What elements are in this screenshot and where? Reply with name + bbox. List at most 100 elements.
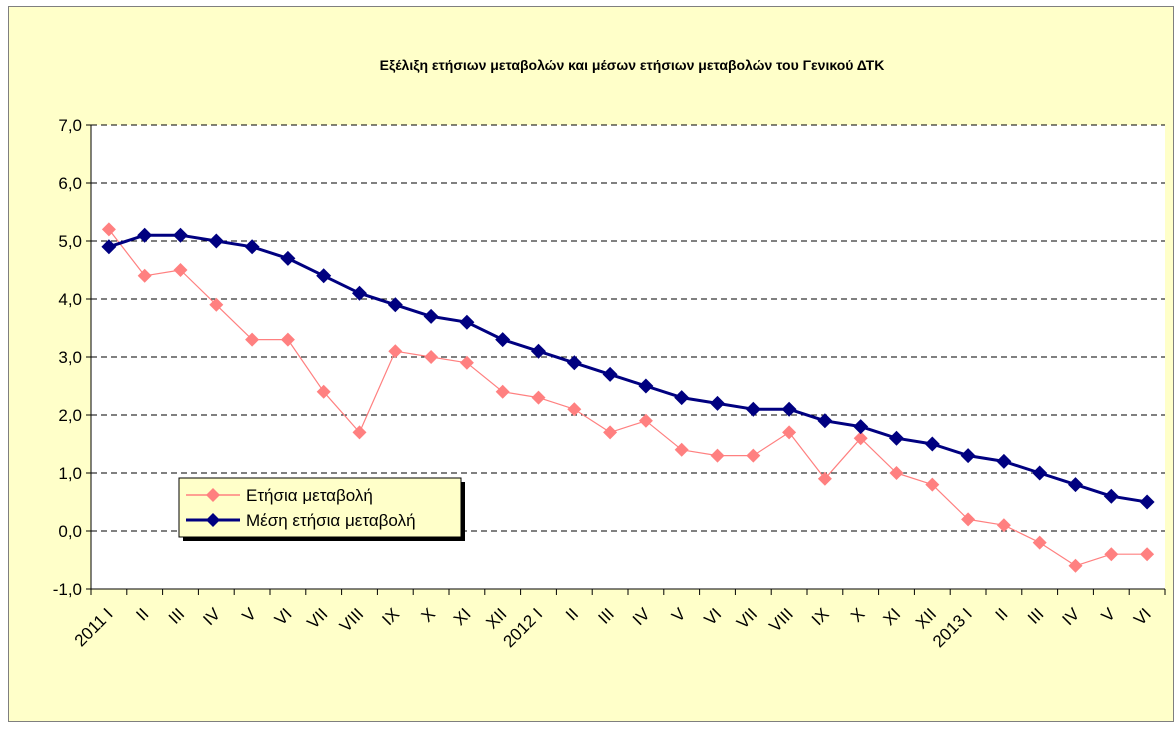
x-tick-label: X (417, 604, 438, 625)
data-point-annual (495, 384, 510, 399)
x-tick-label: II (992, 604, 1012, 624)
data-point-annual (996, 518, 1011, 533)
data-point-annual (173, 263, 188, 277)
y-tick-label: 7,0 (58, 116, 82, 135)
data-point-annual (817, 471, 832, 486)
data-point-average (316, 268, 332, 284)
data-point-average (924, 436, 940, 452)
y-tick-label: -1,0 (53, 580, 82, 599)
data-point-annual (961, 512, 976, 527)
x-tick-label: VI (1130, 604, 1155, 629)
data-point-annual (316, 384, 331, 399)
y-tick-label: 3,0 (58, 348, 82, 367)
data-point-annual (352, 425, 367, 440)
legend: Ετήσια μεταβολή Μέση ετήσια μεταβολή (178, 477, 465, 541)
data-point-average (531, 343, 546, 359)
data-point-average (960, 448, 976, 464)
data-point-average (173, 227, 188, 243)
x-tick-label: IX (378, 604, 403, 629)
legend-label-annual: Ετήσια μεταβολή (246, 486, 373, 505)
x-tick-label: VII (303, 604, 331, 632)
legend-label-average: Μέση ετήσια μεταβολή (246, 511, 416, 530)
data-point-annual (388, 344, 403, 359)
data-point-annual (782, 425, 797, 440)
data-point-average (387, 297, 403, 313)
data-point-annual (853, 431, 868, 446)
x-tick-label: V (238, 604, 260, 626)
data-point-average (244, 239, 260, 255)
legend-marker-annual (206, 488, 220, 502)
y-tick-label: 1,0 (58, 464, 82, 483)
data-point-annual (674, 442, 689, 457)
data-point-average (423, 308, 439, 324)
data-point-average (101, 239, 117, 255)
data-point-average (853, 419, 869, 435)
data-point-annual (1032, 535, 1047, 550)
data-point-annual (101, 222, 116, 237)
legend-marker-average (206, 513, 220, 527)
data-point-annual (280, 332, 295, 347)
data-point-annual (567, 402, 582, 417)
x-tick-label: IV (629, 604, 654, 629)
data-point-average (674, 390, 690, 406)
data-point-average (1032, 465, 1048, 481)
data-point-average (459, 314, 475, 330)
x-tick-label: 2013 I (929, 604, 976, 651)
x-tick-label: V (668, 604, 690, 626)
x-tick-label: XI (880, 604, 905, 629)
x-tick-label: VIII (336, 604, 367, 635)
data-point-average (208, 233, 224, 249)
x-tick-label: II (132, 604, 152, 624)
data-point-annual (710, 448, 725, 463)
data-point-average (710, 395, 725, 411)
data-point-average (1103, 488, 1119, 504)
data-point-average (495, 332, 511, 348)
data-point-annual (245, 332, 260, 347)
data-point-average (280, 250, 296, 266)
x-tick-label: IV (199, 604, 224, 629)
data-point-average (1139, 494, 1155, 510)
data-point-annual (603, 425, 618, 440)
x-tick-label: III (594, 604, 617, 627)
data-point-annual (889, 466, 904, 480)
data-point-average (137, 227, 153, 243)
data-point-annual (424, 350, 439, 364)
chart-title: Εξέλιξη ετήσιων μεταβολών και μέσων ετήσ… (380, 57, 885, 73)
data-point-average (602, 366, 618, 382)
x-tick-label: X (847, 604, 868, 625)
y-tick-label: 6,0 (58, 174, 82, 193)
x-tick-label: VIII (765, 604, 796, 635)
y-tick-label: 0,0 (58, 522, 82, 541)
data-point-average (566, 355, 582, 371)
x-tick-label: XII (912, 604, 940, 632)
x-tick-label: 2011 I (71, 604, 117, 650)
x-tick-label: III (1024, 604, 1047, 627)
data-point-average (638, 378, 654, 394)
data-point-annual (746, 448, 761, 463)
x-tick-label: IX (808, 604, 833, 629)
x-tick-label: V (1098, 604, 1120, 626)
data-point-annual (459, 355, 474, 370)
data-point-average (889, 430, 904, 446)
y-tick-label: 5,0 (58, 232, 82, 251)
data-point-average (1068, 477, 1083, 493)
x-tick-label: XI (450, 604, 475, 629)
data-point-annual (137, 268, 152, 283)
x-tick-label: VI (701, 604, 726, 629)
y-tick-label: 2,0 (58, 406, 82, 425)
x-tick-label: 2012 I (499, 604, 546, 651)
data-point-annual (1104, 547, 1119, 562)
data-point-annual (1140, 547, 1155, 562)
data-point-annual (531, 390, 546, 405)
x-tick-label: VI (271, 604, 296, 629)
data-point-average (996, 453, 1012, 469)
x-tick-label: II (562, 604, 582, 624)
gridlines (91, 124, 1165, 532)
data-point-annual (925, 477, 940, 492)
legend-box (178, 477, 462, 538)
data-point-average (817, 413, 833, 429)
data-point-annual (209, 297, 224, 312)
x-tick-label: III (165, 604, 188, 627)
data-point-average (781, 401, 797, 417)
